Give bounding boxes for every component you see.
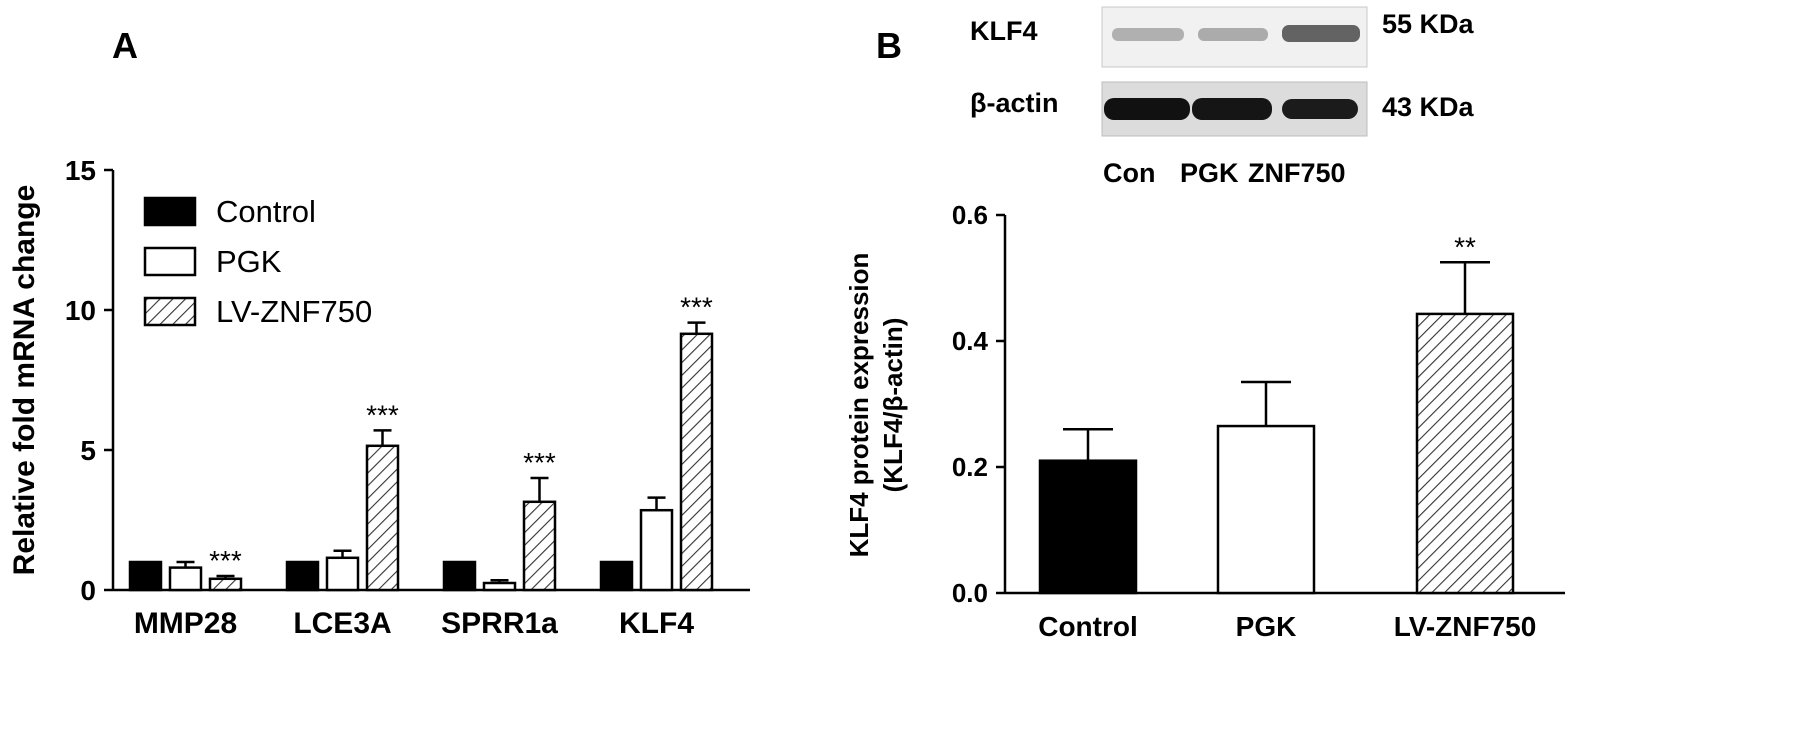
chart-a-y-tick-label: 5 [80,435,96,466]
chart-b-y-tick-label: 0.2 [952,452,988,482]
chart-b-bar-pgk [1216,424,1316,595]
chart-a-bar-sprr1a-pgk [482,581,517,592]
chart-a-error-bar [490,578,509,583]
chart-a-legend-swatch [143,296,197,327]
chart-b-significance-label: ** [1454,231,1476,262]
chart-a-x-tick-label: KLF4 [619,607,694,640]
chart-a-bar-lce3a-control [285,560,320,592]
chart-a-legend-label: LV-ZNF750 [216,294,372,329]
chart-a-error-bar [333,549,352,558]
chart-a-error-bar [647,496,666,511]
chart-a-bar-mmp28-lv-znf750 [208,577,243,592]
chart-b-y-tick-label: 0.4 [952,326,989,356]
panel-a-label: A [112,25,138,66]
chart-a-error-bar [176,560,195,568]
chart-a-error-bar [530,476,549,502]
chart-b-y-axis-label-line1: KLF4 protein expression [844,253,874,558]
chart-a-significance-label: *** [680,292,713,323]
chart-a-legend-label: PGK [216,244,282,279]
chart-a-bar-mmp28-control [128,560,163,592]
chart-a-bar-lce3a-lv-znf750 [365,444,400,592]
band-klf4-znf750 [1282,25,1360,42]
band-actin-con [1104,98,1190,120]
western-blot: KLF4 β-actin 55 KDa 43 KDa Con PGK ZNF75… [970,6,1475,188]
chart-a-x-tick-label: LCE3A [293,607,391,640]
chart-a-bar-mmp28-pgk [168,566,203,592]
chart-b-error-bar [1241,380,1291,427]
chart-b-bar-control [1038,459,1138,595]
band-actin-znf750 [1282,99,1358,119]
chart-a-bar-sprr1a-lv-znf750 [522,500,557,592]
chart-a-x-tick-label: MMP28 [134,607,237,640]
chart-b: KLF4 protein expression (KLF4/β-actin) 0… [844,200,1565,642]
chart-b-bar-lv-znf750 [1415,312,1515,595]
blot-lane-pgk: PGK [1180,158,1239,188]
blot-lane-con: Con [1103,158,1155,188]
chart-b-x-tick-label: Control [1038,611,1138,642]
chart-a-legend: Control PGK LV-ZNF750 [143,194,372,329]
blot-membrane-actin [1101,81,1368,137]
blot-size-55: 55 KDa [1382,9,1475,39]
chart-a-y-axis-label: Relative fold mRNA change [8,185,41,576]
chart-a-error-bar [373,429,392,446]
blot-membrane-klf4 [1101,6,1368,68]
chart-a-bar-klf4-lv-znf750 [679,332,714,592]
chart-a-bar-klf4-control [599,560,634,592]
chart-a-legend-label: Control [216,194,316,229]
chart-a-y-tick-label: 15 [65,155,96,186]
blot-row-label-klf4: KLF4 [970,16,1038,46]
chart-a-legend-swatch [143,196,197,227]
panel-b-label: B [876,25,902,66]
chart-a-bar-klf4-pgk [639,508,674,592]
chart-a-significance-label: *** [366,399,399,430]
band-actin-pgk [1192,98,1272,120]
chart-b-y-tick-label: 0.0 [952,578,988,608]
chart-a-y-tick-label: 0 [80,575,96,606]
chart-a-bar-lce3a-pgk [325,556,360,592]
chart-b-error-bar [1440,261,1490,314]
chart-a-significance-label: *** [209,545,242,576]
band-klf4-pgk [1198,28,1268,41]
chart-b-error-bar [1063,427,1113,461]
chart-b-y-axis-label-line2: (KLF4/β-actin) [878,318,908,493]
blot-row-label-actin: β-actin [970,88,1059,118]
chart-a-y-tick-label: 10 [65,295,96,326]
band-klf4-con [1112,28,1184,41]
blot-size-43: 43 KDa [1382,92,1475,122]
chart-a-significance-label: *** [523,447,556,478]
blot-lane-znf750: ZNF750 [1248,158,1346,188]
chart-a-legend-swatch [143,246,197,277]
chart-b-x-tick-label: PGK [1236,611,1297,642]
chart-a-bar-sprr1a-control [442,560,477,592]
chart-b-y-tick-label: 0.6 [952,200,988,230]
chart-a-error-bar [687,321,706,334]
chart-a-x-tick-label: SPRR1a [441,607,558,640]
chart-a: Relative fold mRNA change 0 5 10 15 MMP28 LC… [8,155,750,640]
chart-a-error-bar [216,574,235,579]
chart-b-x-tick-label: LV-ZNF750 [1394,611,1537,642]
